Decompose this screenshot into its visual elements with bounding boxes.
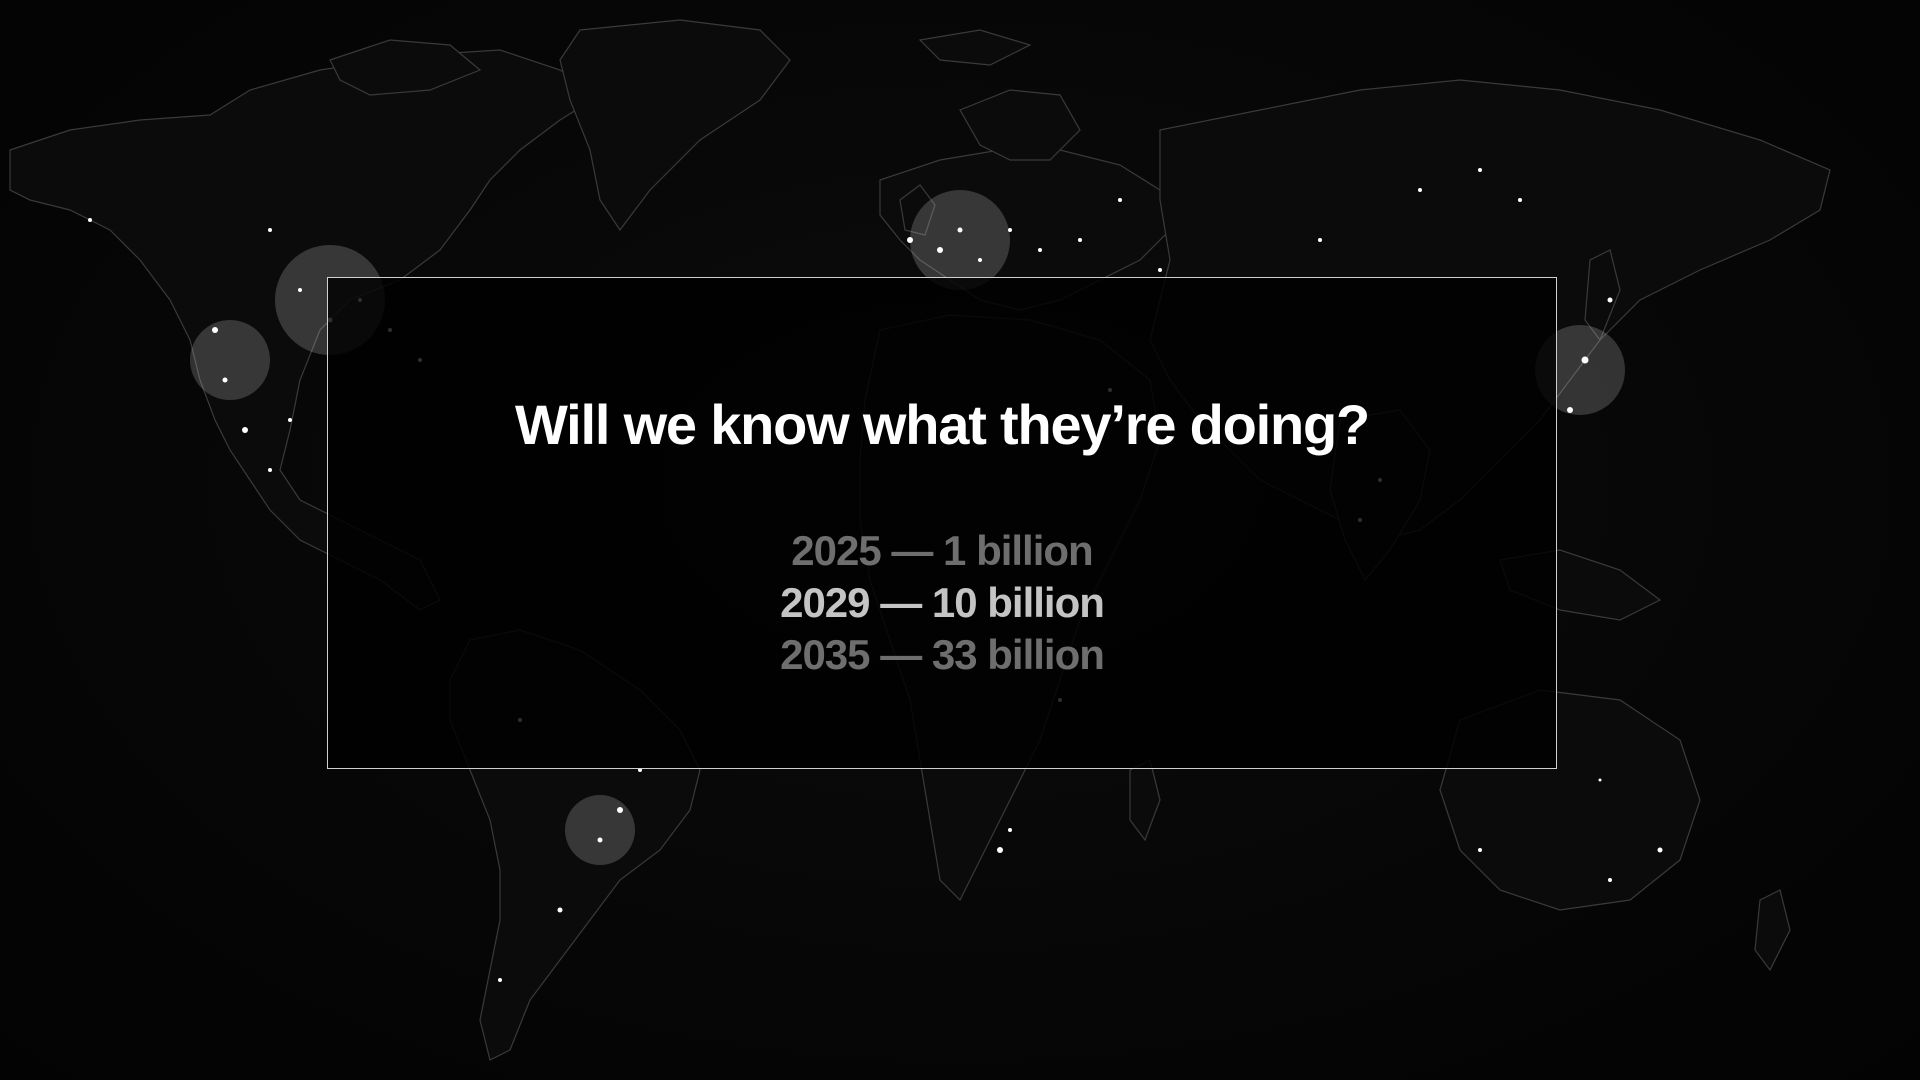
stat-2035: 2035 — 33 billion — [780, 631, 1105, 678]
city-lights-asia — [1318, 168, 1625, 522]
stat-2029: 2029 — 10 billion — [780, 579, 1105, 626]
city-lights-australia — [1478, 778, 1663, 882]
slide-title: Will we know what they’re doing? — [514, 393, 1370, 456]
stat-2025: 2025 — 1 billion — [791, 527, 1093, 574]
city-lights-europe — [907, 190, 1162, 290]
device-count-list: 2025 — 1 billion 2029 — 10 billion 2035 … — [780, 525, 1105, 681]
question-panel: Will we know what they’re doing? 2025 — … — [327, 277, 1557, 769]
